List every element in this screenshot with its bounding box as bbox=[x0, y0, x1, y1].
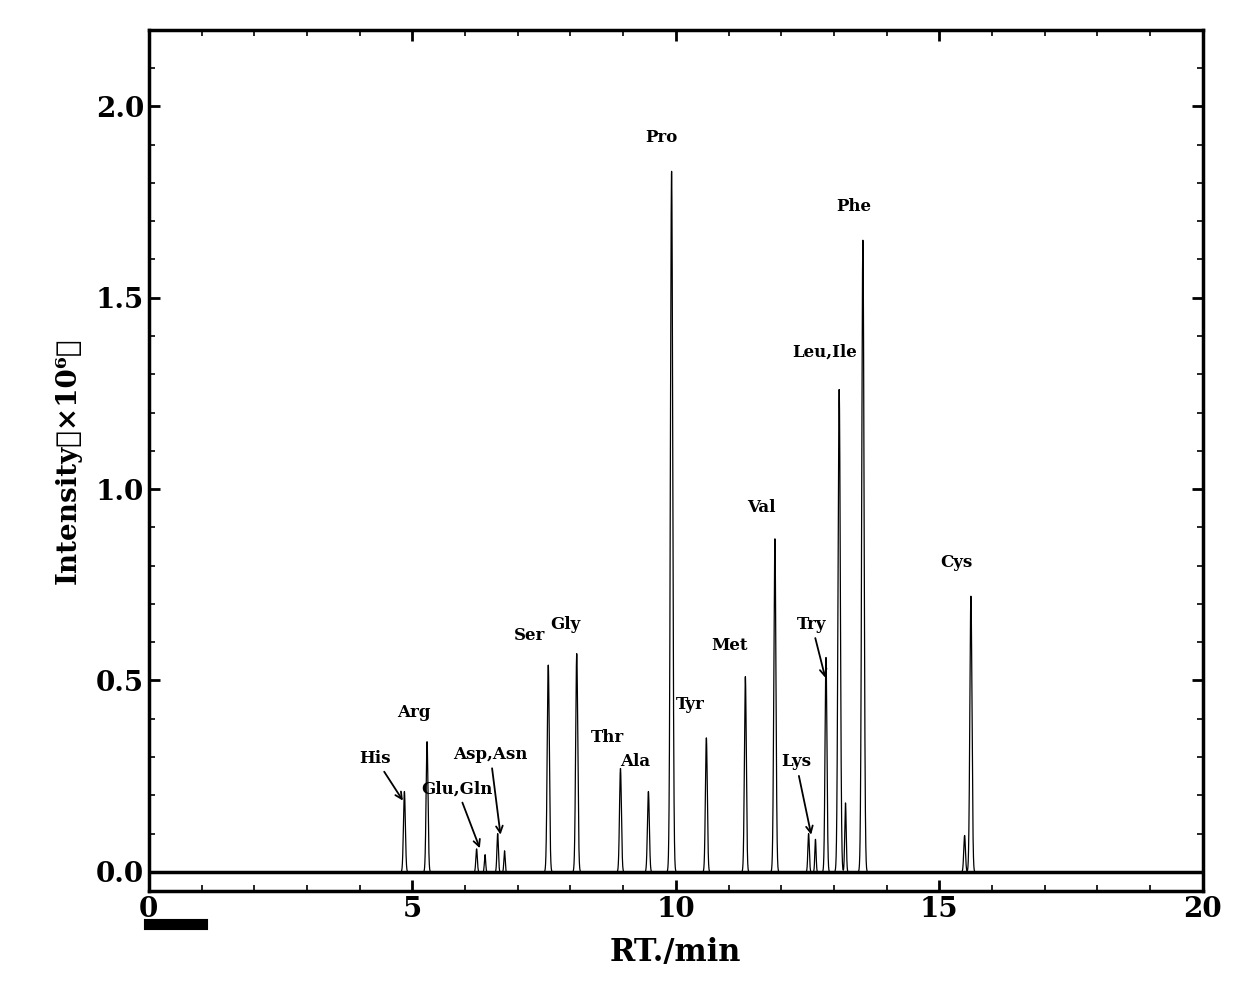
Y-axis label: Intensity（×10⁶）: Intensity（×10⁶） bbox=[55, 338, 82, 583]
Text: Glu,Gln: Glu,Gln bbox=[422, 780, 492, 846]
Text: His: His bbox=[360, 749, 402, 799]
Text: Cys: Cys bbox=[940, 554, 972, 571]
Text: Lys: Lys bbox=[781, 753, 812, 833]
Text: Thr: Thr bbox=[590, 729, 624, 745]
Text: Val: Val bbox=[746, 499, 775, 516]
Text: Ala: Ala bbox=[620, 753, 650, 770]
Text: Leu,Ile: Leu,Ile bbox=[792, 344, 857, 360]
X-axis label: RT./min: RT./min bbox=[610, 937, 742, 968]
Text: Tyr: Tyr bbox=[676, 696, 706, 713]
Text: Ser: Ser bbox=[513, 627, 546, 644]
Text: Asp,Asn: Asp,Asn bbox=[453, 745, 527, 833]
Text: Pro: Pro bbox=[645, 130, 677, 147]
Text: Try: Try bbox=[797, 616, 827, 676]
Text: Arg: Arg bbox=[397, 704, 430, 721]
Text: Met: Met bbox=[712, 637, 748, 653]
Text: Phe: Phe bbox=[837, 198, 872, 216]
Text: Gly: Gly bbox=[551, 616, 580, 633]
